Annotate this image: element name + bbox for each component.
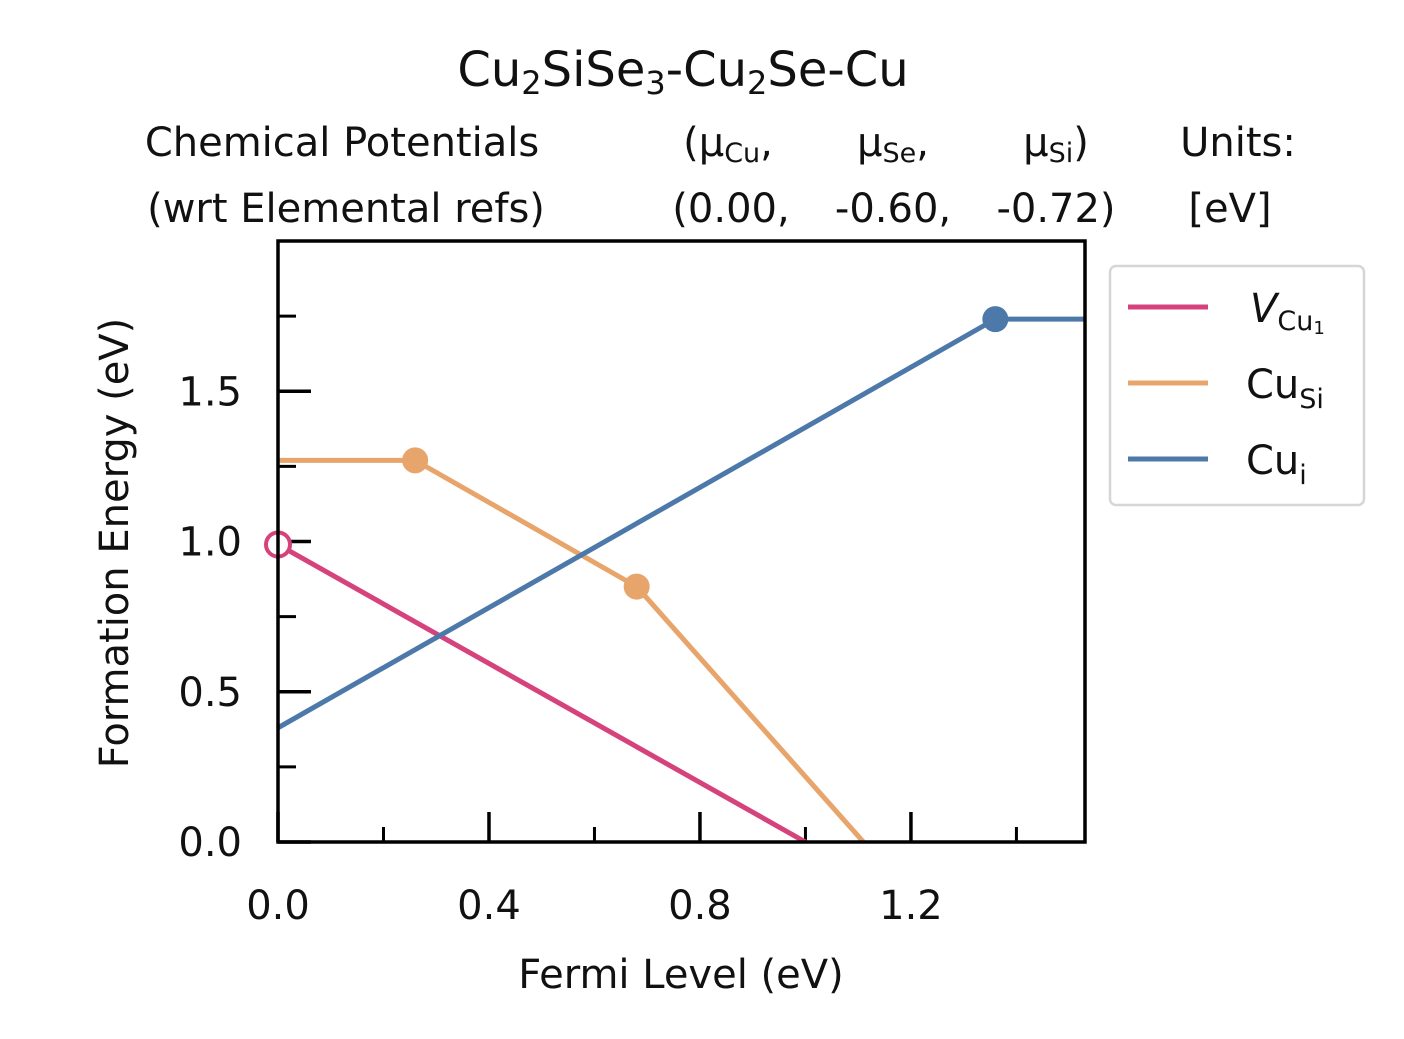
legend-label: Cui <box>1246 438 1307 491</box>
series-line <box>278 316 1085 730</box>
series-line <box>278 542 807 842</box>
y-tick-label: 0.5 <box>178 670 242 716</box>
mu-si-header: μSi) <box>1023 120 1089 169</box>
y-tick-label: 0.0 <box>178 820 242 866</box>
legend-label: VCu1 <box>1250 286 1325 339</box>
x-tick-label: 0.8 <box>668 883 732 929</box>
mu-si-value: -0.72) <box>996 186 1115 232</box>
transition-marker <box>623 573 650 600</box>
units-value: [eV] <box>1188 186 1271 232</box>
chart-title: Cu2SiSe3-Cu2Se-Cu <box>457 42 908 102</box>
markers-group <box>264 306 1009 600</box>
transition-marker <box>982 306 1009 333</box>
series-line <box>278 457 866 842</box>
mu-se-header: μSe, <box>857 120 929 169</box>
legend-label: CuSi <box>1246 362 1324 415</box>
series-group <box>278 316 1085 842</box>
y-tick-label: 1.5 <box>178 369 242 415</box>
plot-frame <box>276 239 1087 844</box>
y-tick-label: 1.0 <box>178 520 242 566</box>
legend: VCu1 CuSi Cui <box>1108 264 1366 507</box>
tick-labels: 0.0 0.4 0.8 1.2 0.0 0.5 1.0 1.5 <box>178 369 942 929</box>
y-axis-label: Formation Energy (eV) <box>92 318 138 769</box>
legend-entry: VCu1 <box>1128 286 1325 339</box>
x-tick-label: 1.2 <box>879 883 943 929</box>
legend-frame <box>1108 264 1366 507</box>
units-label: Units: <box>1180 120 1296 166</box>
x-tick-label: 0.0 <box>246 883 310 929</box>
legend-entry: CuSi <box>1128 362 1324 415</box>
chempot-row1-label: Chemical Potentials <box>145 120 539 166</box>
x-axis-label: Fermi Level (eV) <box>518 952 843 998</box>
mu-cu-header: (μCu, <box>683 120 773 169</box>
legend-entry: Cui <box>1128 438 1307 491</box>
mu-se-value: -0.60, <box>835 186 951 232</box>
chempot-row2-label: (wrt Elemental refs) <box>147 186 545 232</box>
x-tick-label: 0.4 <box>457 883 521 929</box>
transition-marker <box>402 447 429 474</box>
mu-cu-value: (0.00, <box>672 186 789 232</box>
